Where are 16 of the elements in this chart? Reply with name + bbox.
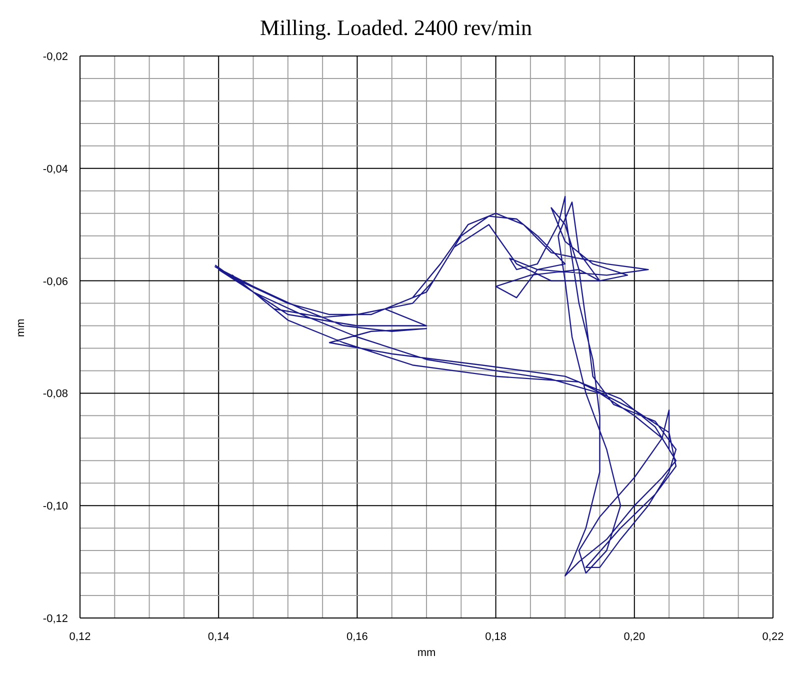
line-series [214, 196, 677, 576]
y-tick-label: -0,02 [42, 51, 68, 63]
y-tick-label: -0,12 [42, 613, 68, 625]
x-tick-label: 0,20 [624, 631, 646, 643]
x-tick-label: 0,14 [208, 631, 230, 643]
y-tick-label: -0,04 [42, 163, 68, 176]
x-axis-title: mm [417, 647, 436, 659]
y-axis-title: mm [14, 318, 27, 337]
y-tick-label: -0,08 [42, 388, 68, 400]
chart-title: Milling. Loaded. 2400 rev/min [259, 14, 533, 42]
y-tick-label: -0,10 [42, 500, 68, 513]
x-tick-label: 0,16 [346, 631, 368, 643]
y-tick-label: -0,06 [42, 276, 68, 288]
x-tick-label: 0,18 [485, 631, 507, 643]
x-tick-label: 0,12 [69, 631, 91, 643]
x-tick-label: 0,22 [762, 631, 784, 643]
